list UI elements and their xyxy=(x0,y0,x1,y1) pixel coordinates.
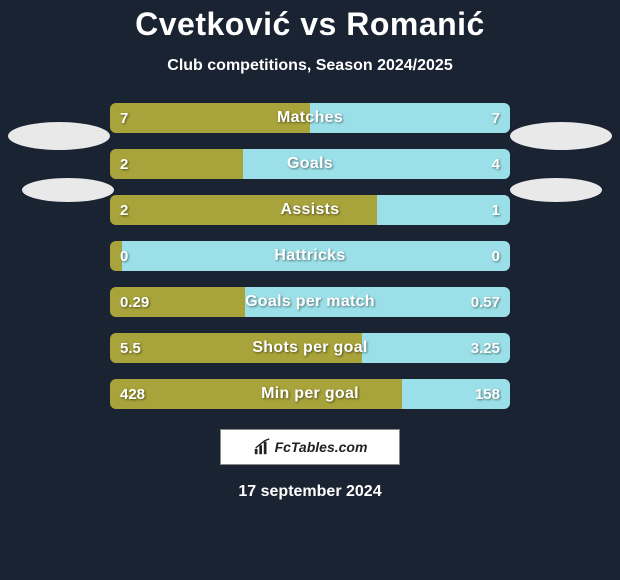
chart-icon xyxy=(253,438,271,456)
stat-left-value: 428 xyxy=(120,379,145,409)
player-right-badge-1 xyxy=(510,122,612,150)
stat-left-value: 0.29 xyxy=(120,287,149,317)
page-subtitle: Club competitions, Season 2024/2025 xyxy=(0,57,620,75)
stat-label: Matches xyxy=(110,103,510,133)
stat-label: Goals xyxy=(110,149,510,179)
comparison-chart: Matches77Goals24Assists21Hattricks00Goal… xyxy=(110,103,510,409)
stat-row: Assists2 1 xyxy=(110,195,510,225)
stat-right-value: 4 xyxy=(492,149,500,179)
stat-right-value: 7 xyxy=(492,103,500,133)
stat-label: Shots per goal xyxy=(110,333,510,363)
player-left-badge-2 xyxy=(22,178,114,202)
stat-right-value: 3.25 xyxy=(471,333,500,363)
player-left-badge-1 xyxy=(8,122,110,150)
stat-label: Min per goal xyxy=(110,379,510,409)
page-title: Cvetković vs Romanić xyxy=(0,0,620,43)
stat-row: Goals2 4 xyxy=(110,149,510,179)
source-logo: FcTables.com xyxy=(220,429,400,465)
stat-label: Goals per match xyxy=(110,287,510,317)
stat-row: Hattricks0 0 xyxy=(110,241,510,271)
stat-row: Min per goal428 158 xyxy=(110,379,510,409)
stat-left-value: 5.5 xyxy=(120,333,141,363)
stat-left-value: 7 xyxy=(120,103,128,133)
stat-right-value: 1 xyxy=(492,195,500,225)
stat-right-value: 0.57 xyxy=(471,287,500,317)
snapshot-date: 17 september 2024 xyxy=(0,483,620,501)
stat-row: Shots per goal5.5 3.25 xyxy=(110,333,510,363)
stat-right-value: 0 xyxy=(492,241,500,271)
stat-row: Goals per match0.29 0.57 xyxy=(110,287,510,317)
stat-right-value: 158 xyxy=(475,379,500,409)
stat-label: Assists xyxy=(110,195,510,225)
stat-left-value: 2 xyxy=(120,149,128,179)
stat-left-value: 0 xyxy=(120,241,128,271)
source-logo-text: FcTables.com xyxy=(275,439,368,455)
player-right-badge-2 xyxy=(510,178,602,202)
stat-left-value: 2 xyxy=(120,195,128,225)
stat-row: Matches7 7 xyxy=(110,103,510,133)
stat-label: Hattricks xyxy=(110,241,510,271)
